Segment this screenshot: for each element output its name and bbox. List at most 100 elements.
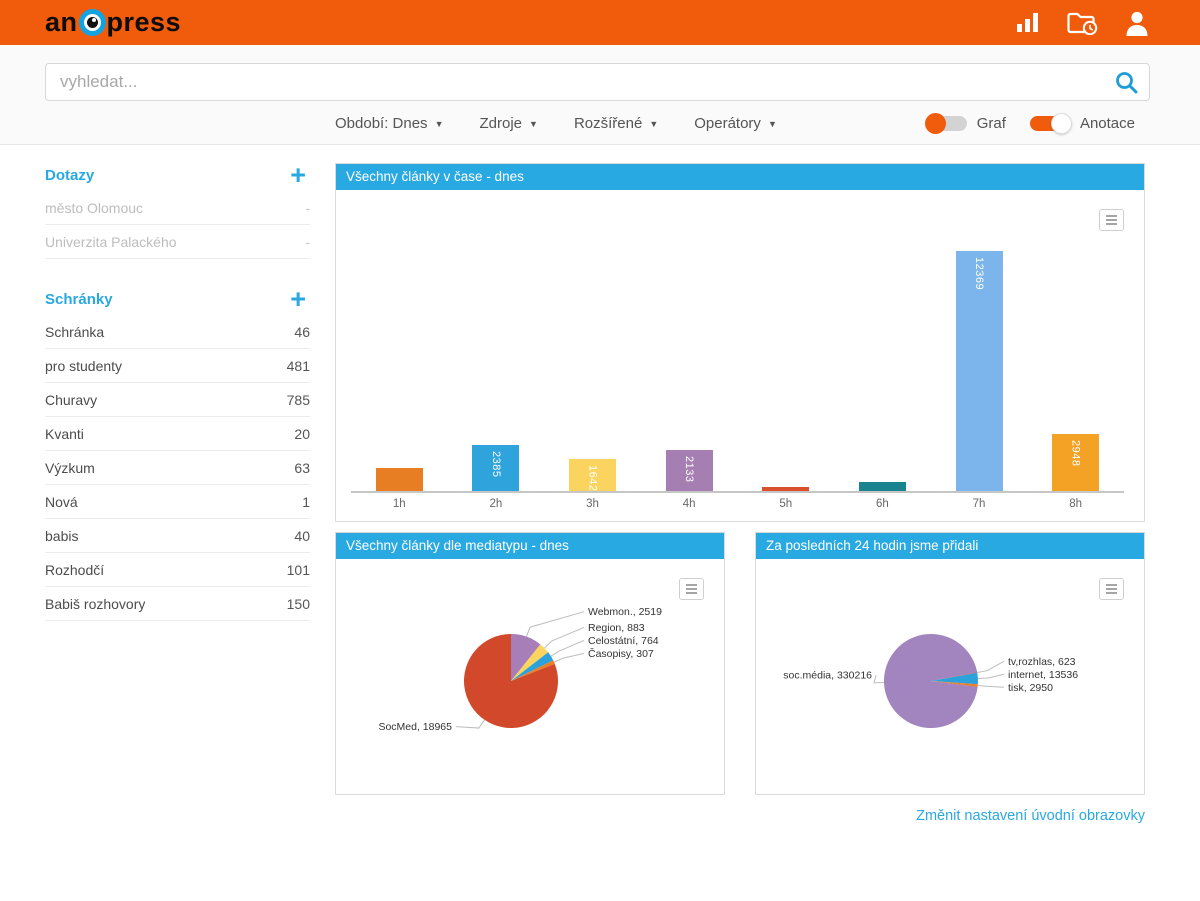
add-dotazy-button[interactable]: + xyxy=(286,162,310,189)
anopress-logo[interactable]: an press xyxy=(45,9,181,36)
toggle-label: Anotace xyxy=(1079,115,1135,132)
list-item[interactable]: babis 40 xyxy=(45,519,310,553)
toggle-knob xyxy=(1050,113,1072,134)
label-connector-line xyxy=(977,673,1005,679)
item-label: Churavy xyxy=(45,391,98,408)
bar-value-label: 12369 xyxy=(973,257,986,291)
change-home-settings-link[interactable]: Změnit nastavení úvodní obrazovky xyxy=(916,808,1145,824)
panel-title: Za posledních 24 hodin jsme přidali xyxy=(756,533,1144,559)
chart-menu-button[interactable] xyxy=(679,578,704,600)
pie-slice-label: tisk, 2950 xyxy=(1008,682,1053,694)
header-icons xyxy=(1017,10,1150,36)
item-count: 101 xyxy=(286,561,310,578)
label-connector-line xyxy=(873,674,885,684)
section-title: Dotazy xyxy=(45,166,95,184)
list-item[interactable]: Babiš rozhovory 150 xyxy=(45,587,310,621)
x-axis-label: 2h xyxy=(489,498,503,510)
main-content: Všechny články v čase - dnes 2385 1642 213… xyxy=(335,163,1145,825)
label-connector-line xyxy=(526,611,585,637)
view-toggles: Graf Anotace xyxy=(924,113,1135,134)
filter-dropdown[interactable]: Operátory ▼ xyxy=(694,115,777,132)
label-connector-line xyxy=(544,626,585,649)
bar-value-label: 2948 xyxy=(1069,440,1082,467)
bar-6h[interactable] xyxy=(858,482,906,491)
x-axis-label: 7h xyxy=(972,498,986,510)
pie-slice-tisk[interactable] xyxy=(931,681,978,687)
bar-4h[interactable]: 2133 xyxy=(665,450,713,491)
pie-slice-label: tv,rozhlas, 623 xyxy=(1008,656,1076,668)
label-connector-line xyxy=(553,652,585,663)
pie-slice-SocMed[interactable] xyxy=(464,634,558,728)
bar-5h[interactable] xyxy=(762,487,810,491)
list-item[interactable]: město Olomouc - xyxy=(45,191,310,225)
filter-label: Rozšířené xyxy=(573,115,643,132)
item-count: 481 xyxy=(286,357,310,374)
logo-text: press xyxy=(106,7,182,37)
panel-articles-in-time: Všechny články v čase - dnes 2385 1642 213… xyxy=(335,163,1145,522)
chevron-down-icon: ▼ xyxy=(767,119,777,129)
item-count: 1 xyxy=(302,493,310,510)
search-input[interactable] xyxy=(45,63,1150,101)
graf-toggle[interactable] xyxy=(924,113,967,134)
add-schranky-button[interactable]: + xyxy=(286,286,310,313)
pie-slice-label: Webmon., 2519 xyxy=(588,606,662,618)
filter-dropdown[interactable]: Rozšířené ▼ xyxy=(574,115,658,132)
sidebar-section-dotazy: Dotazy + město Olomouc - Univerzita Palackéh… xyxy=(45,162,310,259)
pie-slice-tv,rozhlas[interactable] xyxy=(931,672,978,681)
chart-menu-button[interactable] xyxy=(1099,209,1124,231)
pie-slice-Webmon.[interactable] xyxy=(511,634,541,681)
pie-slice-label: Časopisy, 307 xyxy=(588,647,654,660)
list-item[interactable]: Nová 1 xyxy=(45,485,310,519)
toggle-label: Graf xyxy=(976,115,1006,132)
panel-articles-by-mediatype: Všechny články dle mediatypu - dnes Webm… xyxy=(335,532,725,795)
list-item[interactable]: Rozhodčí 101 xyxy=(45,553,310,587)
bar-3h[interactable]: 1642 xyxy=(569,459,617,491)
label-connector-line xyxy=(550,639,585,657)
pie-slice-soc.média[interactable] xyxy=(884,634,978,728)
filter-dropdown[interactable]: Období: Dnes ▼ xyxy=(335,115,443,132)
panel-added-last-24h: Za posledních 24 hodin jsme přidali tv,r… xyxy=(755,532,1145,795)
item-count: 46 xyxy=(294,323,310,340)
statistics-icon[interactable] xyxy=(1017,13,1040,32)
bar-8h[interactable]: 2948 xyxy=(1052,434,1100,491)
list-item[interactable]: Kvanti 20 xyxy=(45,417,310,451)
bar-7h[interactable]: 12369 xyxy=(955,251,1003,491)
pie-slice-Celostátní[interactable] xyxy=(511,652,554,681)
filter-label: Období: Dnes xyxy=(335,115,428,132)
item-label: Schránka xyxy=(45,323,105,340)
app-header: an press xyxy=(0,0,1200,45)
toggle-knob xyxy=(924,113,946,134)
anotace-toggle[interactable] xyxy=(1029,113,1072,134)
filter-dropdowns: Období: Dnes ▼ Zdroje ▼ Rozšířené ▼ Operátory ▼ xyxy=(335,115,777,132)
pie-slice-label: soc.média, 330216 xyxy=(783,670,872,682)
list-item[interactable]: Schránka 46 xyxy=(45,315,310,349)
chevron-down-icon: ▼ xyxy=(529,119,538,129)
list-item[interactable]: Univerzita Palackého - xyxy=(45,225,310,259)
pie-slice-internet[interactable] xyxy=(931,672,978,685)
item-label: město Olomouc xyxy=(45,199,144,216)
chart-menu-button[interactable] xyxy=(1099,578,1124,600)
filter-label: Operátory xyxy=(694,115,761,132)
item-count: - xyxy=(305,233,310,250)
item-count: 20 xyxy=(294,425,310,442)
x-axis: 1h 2h 3h 4h 5h 6h 7h 8h xyxy=(351,493,1124,510)
archive-folder-clock-icon[interactable] xyxy=(1066,10,1098,35)
list-item[interactable]: Výzkum 63 xyxy=(45,451,310,485)
filter-dropdown[interactable]: Zdroje ▼ xyxy=(479,115,537,132)
item-count: 785 xyxy=(286,391,310,408)
panel-title: Všechny články v čase - dnes xyxy=(336,164,1144,190)
filter-label: Zdroje xyxy=(479,115,523,132)
item-label: Nová xyxy=(45,493,78,510)
search-icon[interactable] xyxy=(1114,70,1139,95)
panel-title: Všechny články dle mediatypu - dnes xyxy=(336,533,724,559)
bar-value-label: 2385 xyxy=(489,451,502,478)
bar-1h[interactable] xyxy=(375,468,423,491)
bar-value-label: 2133 xyxy=(683,456,696,483)
user-icon[interactable] xyxy=(1124,10,1150,36)
list-item[interactable]: pro studenty 481 xyxy=(45,349,310,383)
bar-2h[interactable]: 2385 xyxy=(472,445,520,491)
list-item[interactable]: Churavy 785 xyxy=(45,383,310,417)
pie-slice-Region[interactable] xyxy=(511,644,549,681)
pie-slice-Časopisy[interactable] xyxy=(511,660,555,681)
